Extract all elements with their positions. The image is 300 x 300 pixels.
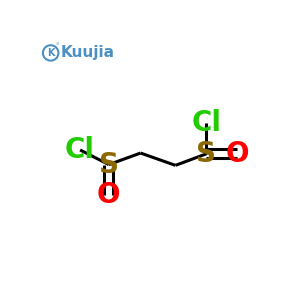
Text: °: ° [56, 43, 59, 49]
Text: Kuujia: Kuujia [61, 45, 115, 60]
Text: K: K [47, 48, 54, 58]
Text: S: S [196, 140, 217, 168]
Text: O: O [226, 140, 249, 168]
Text: O: O [97, 182, 121, 209]
Text: Cl: Cl [65, 136, 95, 164]
Text: Cl: Cl [191, 109, 221, 137]
Text: S: S [99, 151, 119, 178]
